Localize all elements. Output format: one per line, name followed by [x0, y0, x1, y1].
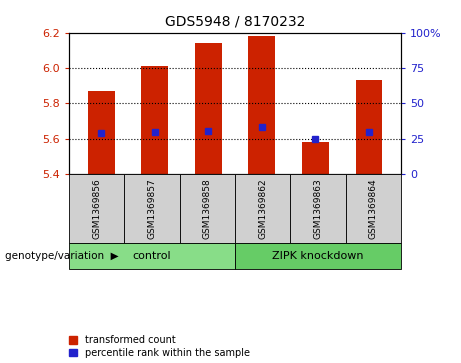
- Bar: [248, 36, 275, 174]
- Text: GSM1369856: GSM1369856: [92, 178, 101, 239]
- Text: genotype/variation  ▶: genotype/variation ▶: [5, 251, 118, 261]
- Text: GSM1369862: GSM1369862: [258, 178, 267, 239]
- Bar: [195, 43, 222, 174]
- Bar: [88, 91, 115, 174]
- Bar: [302, 142, 329, 174]
- Text: GSM1369863: GSM1369863: [313, 178, 323, 239]
- Bar: [355, 81, 382, 174]
- Legend: transformed count, percentile rank within the sample: transformed count, percentile rank withi…: [70, 335, 250, 358]
- Text: control: control: [133, 251, 171, 261]
- Text: GSM1369864: GSM1369864: [369, 178, 378, 239]
- Text: ZIPK knockdown: ZIPK knockdown: [272, 251, 364, 261]
- Bar: [142, 66, 168, 174]
- Title: GDS5948 / 8170232: GDS5948 / 8170232: [165, 15, 305, 29]
- Text: GSM1369858: GSM1369858: [203, 178, 212, 239]
- Text: GSM1369857: GSM1369857: [148, 178, 157, 239]
